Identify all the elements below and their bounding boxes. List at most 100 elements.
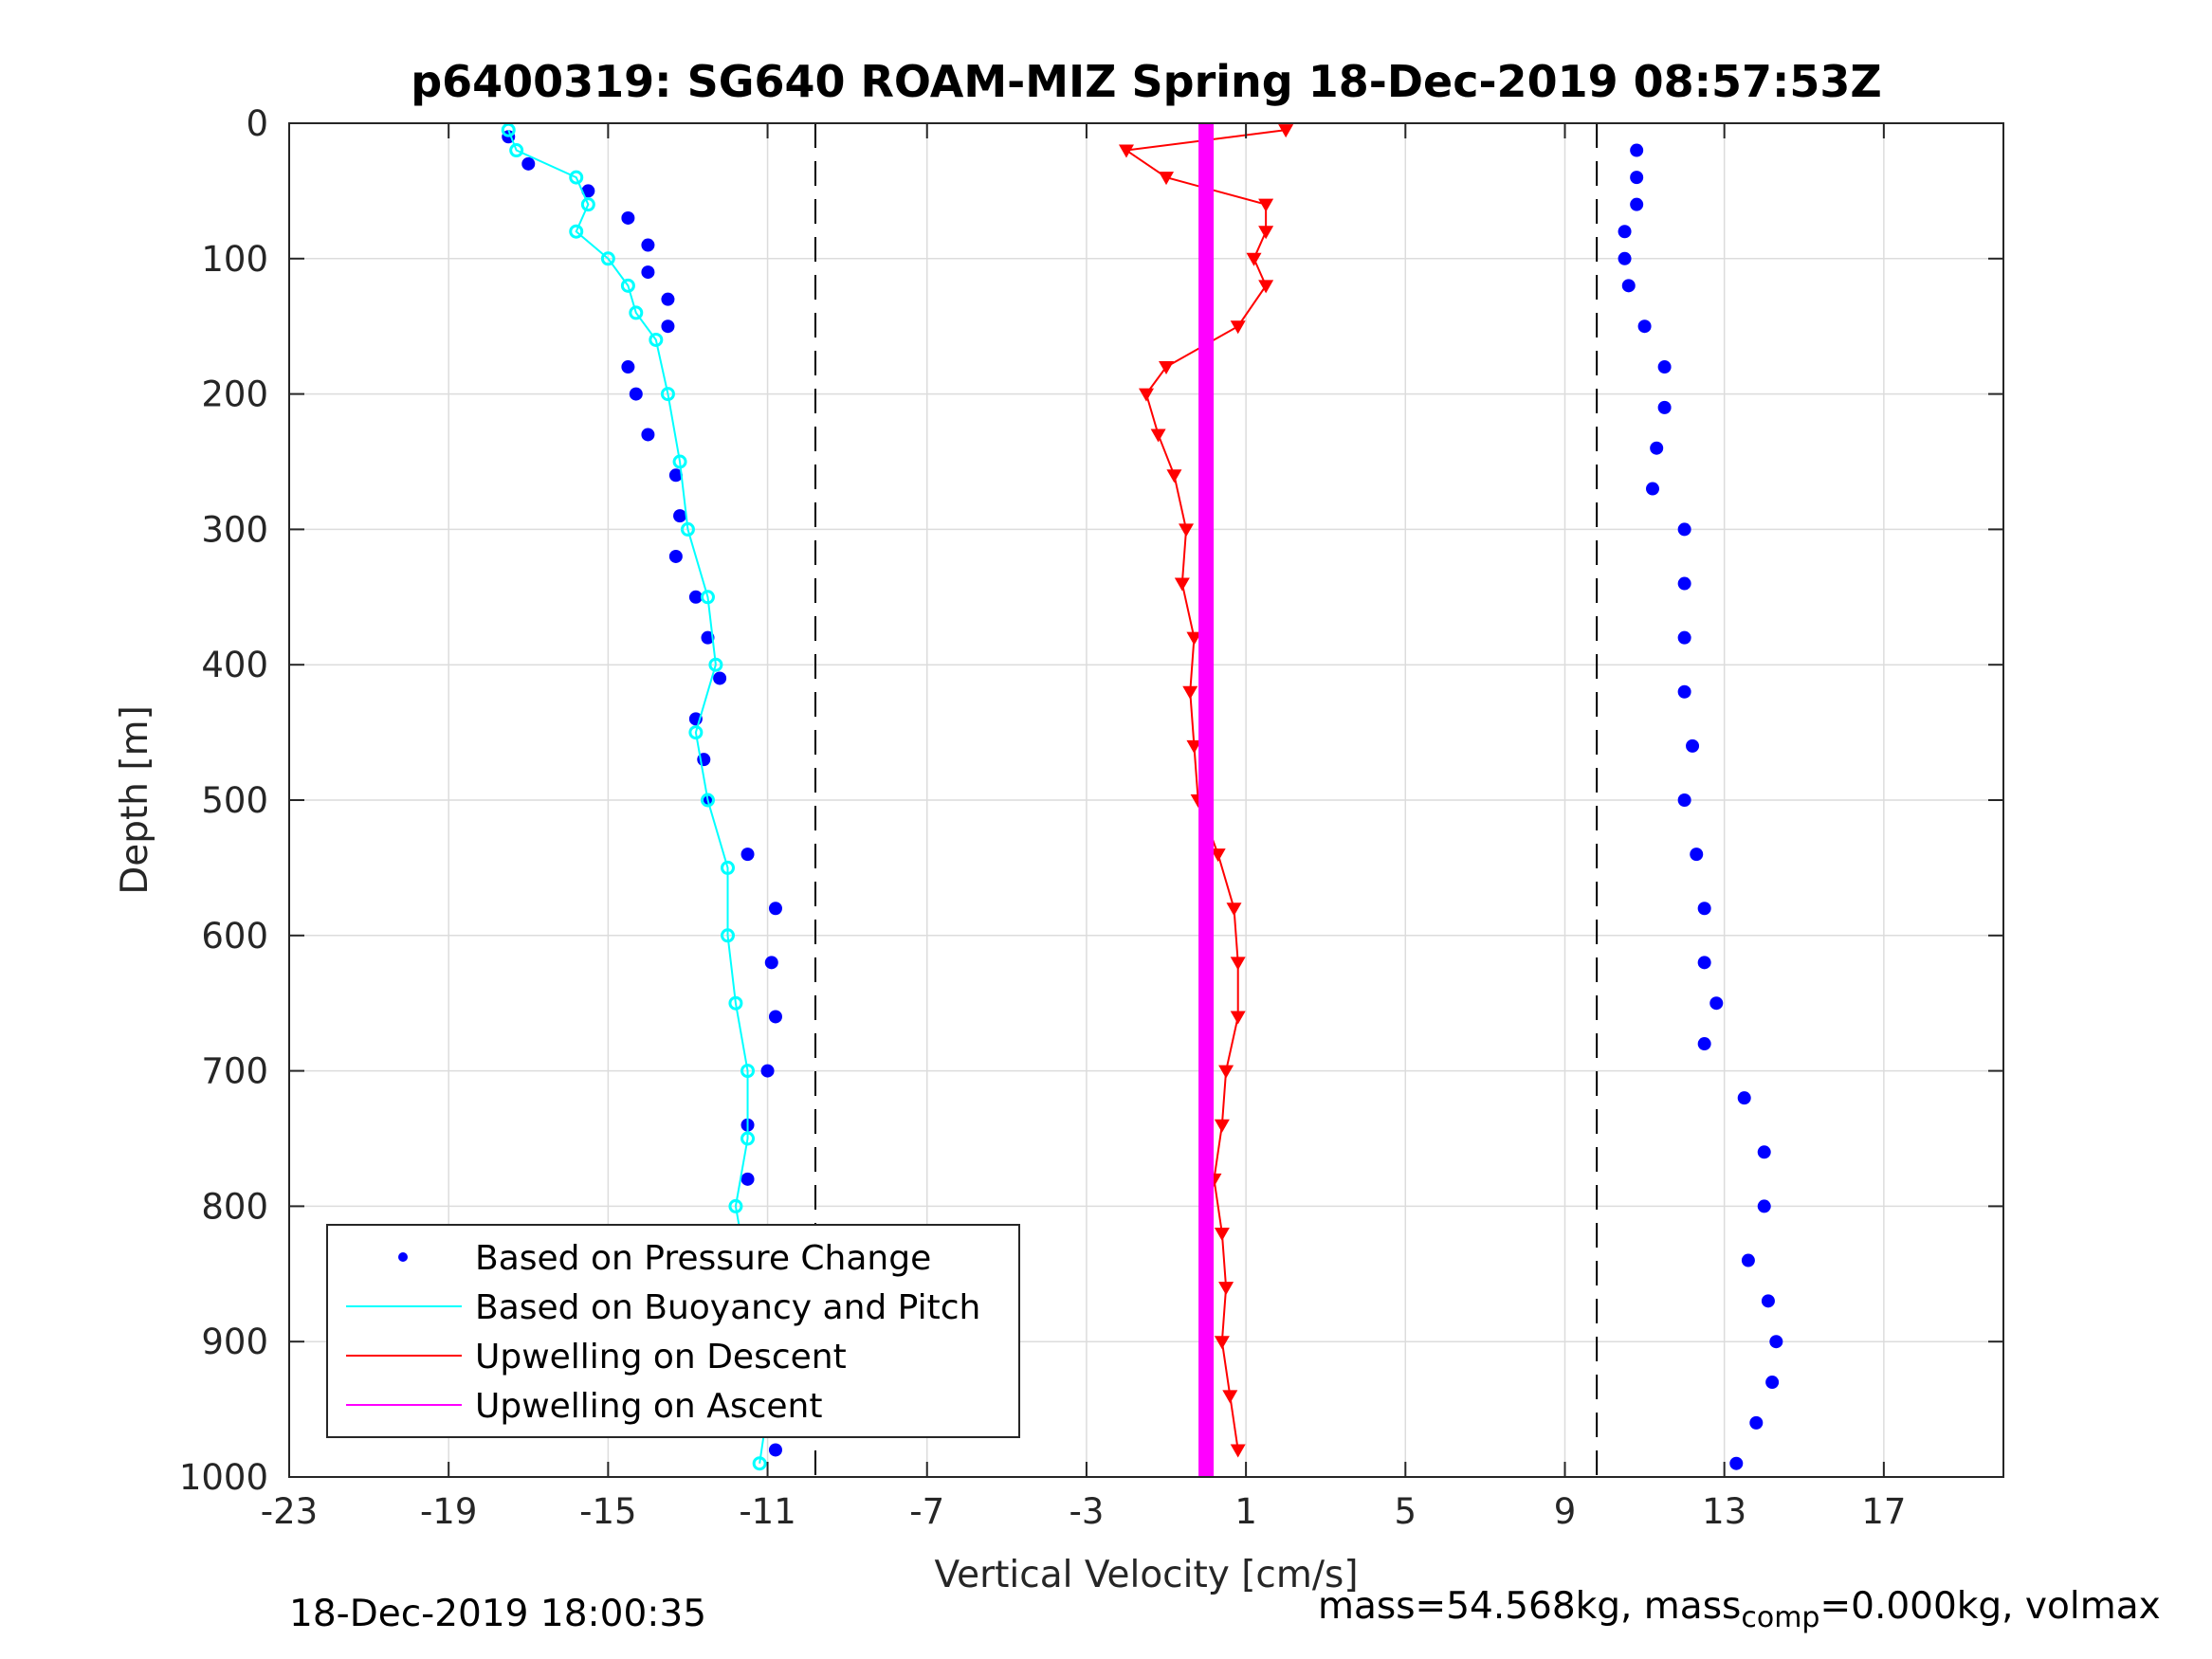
data-point <box>1645 482 1659 496</box>
data-point <box>1686 738 1700 753</box>
data-point <box>1186 631 1202 646</box>
data-point <box>641 238 655 252</box>
y-tick-label: 900 <box>201 1322 268 1362</box>
data-point <box>641 428 655 442</box>
x-tick-label: -23 <box>261 1491 318 1532</box>
data-point <box>1230 320 1246 335</box>
y-tick-label: 300 <box>201 509 268 550</box>
data-point <box>1637 319 1652 334</box>
data-point <box>1709 996 1724 1011</box>
data-point <box>581 184 595 198</box>
data-point <box>1621 279 1636 293</box>
data-point <box>1657 360 1672 374</box>
y-tick-label: 800 <box>201 1186 268 1227</box>
data-point <box>721 860 736 875</box>
data-point <box>1139 388 1154 402</box>
x-tick-label: 1 <box>1234 1491 1257 1532</box>
data-series <box>501 122 1783 1477</box>
data-point <box>1182 685 1198 700</box>
data-point <box>768 1010 782 1024</box>
data-point <box>1697 902 1711 916</box>
data-point <box>740 1064 756 1079</box>
data-point <box>1657 400 1672 414</box>
data-point <box>1749 1415 1764 1430</box>
data-point <box>728 995 743 1011</box>
data-point <box>660 387 675 402</box>
data-point <box>649 332 664 347</box>
data-point <box>629 387 643 401</box>
legend-box <box>326 1224 1020 1438</box>
legend-label: Based on Pressure Change <box>475 1239 931 1278</box>
data-point <box>1690 848 1704 862</box>
y-tick-label: 500 <box>201 780 268 821</box>
data-point <box>1166 469 1182 483</box>
x-tick-label: -19 <box>420 1491 477 1532</box>
data-point <box>1278 124 1294 138</box>
footer-timestamp: 18-Dec-2019 18:00:35 <box>289 1593 707 1635</box>
data-point <box>1761 1294 1775 1308</box>
data-point <box>1218 1282 1234 1296</box>
legend-label: Upwelling on Ascent <box>475 1387 822 1426</box>
data-point <box>680 521 695 537</box>
data-point <box>509 143 524 158</box>
data-point <box>1159 172 1175 186</box>
data-point <box>700 590 715 605</box>
data-point <box>1226 902 1242 917</box>
data-point <box>1697 956 1711 970</box>
data-point <box>1210 848 1226 863</box>
y-tick-label: 600 <box>201 916 268 957</box>
y-tick-label: 1000 <box>179 1457 268 1498</box>
data-point <box>1650 441 1664 455</box>
y-tick-label: 0 <box>246 103 268 144</box>
data-point <box>569 170 584 185</box>
data-point <box>1150 428 1166 443</box>
data-point <box>501 122 516 137</box>
data-point <box>768 902 782 916</box>
data-point <box>740 848 755 862</box>
y-tick-label: 400 <box>201 645 268 685</box>
data-point <box>569 224 584 239</box>
y-axis-label: Depth [m] <box>114 705 156 895</box>
data-point <box>1258 226 1274 240</box>
footer-mass-suffix: =0.000kg, volmax <box>1819 1585 2161 1628</box>
data-point <box>768 1443 782 1457</box>
x-tick-label: 13 <box>1702 1491 1746 1532</box>
x-tick-label: -3 <box>1069 1491 1104 1532</box>
data-point <box>1258 198 1274 212</box>
data-point <box>740 1172 755 1186</box>
y-tick-label: 700 <box>201 1051 268 1092</box>
data-point <box>1765 1376 1780 1390</box>
data-point <box>1677 684 1691 699</box>
data-point <box>1677 793 1691 807</box>
data-point <box>1179 523 1195 538</box>
data-point <box>740 1131 756 1146</box>
legend: Based on Pressure Change Based on Buoyanc… <box>326 1224 1020 1438</box>
data-point <box>1218 1065 1234 1079</box>
y-tick-label: 100 <box>201 239 268 280</box>
data-point <box>1757 1199 1771 1213</box>
data-point <box>1230 957 1246 971</box>
data-point <box>672 454 687 469</box>
data-point <box>1186 739 1202 754</box>
data-point <box>701 630 715 645</box>
data-point <box>1118 144 1134 158</box>
x-tick-label: -7 <box>909 1491 944 1532</box>
data-point <box>661 292 675 306</box>
data-point <box>1769 1335 1783 1349</box>
data-point <box>728 1198 743 1213</box>
data-point <box>1230 1444 1246 1458</box>
data-point <box>1729 1456 1744 1470</box>
footer-mass-sub: comp <box>1741 1600 1820 1634</box>
data-point <box>1214 1227 1230 1241</box>
y-tick-label: 200 <box>201 374 268 415</box>
data-point <box>721 928 736 943</box>
data-point <box>1159 361 1175 375</box>
data-point <box>1630 197 1644 211</box>
data-point <box>688 590 703 604</box>
chart-title: p6400319: SG640 ROAM-MIZ Spring 18-Dec-2… <box>411 56 1882 107</box>
legend-marker <box>398 1252 408 1262</box>
data-point <box>668 468 683 483</box>
data-point <box>668 549 683 563</box>
data-point <box>1757 1145 1771 1159</box>
